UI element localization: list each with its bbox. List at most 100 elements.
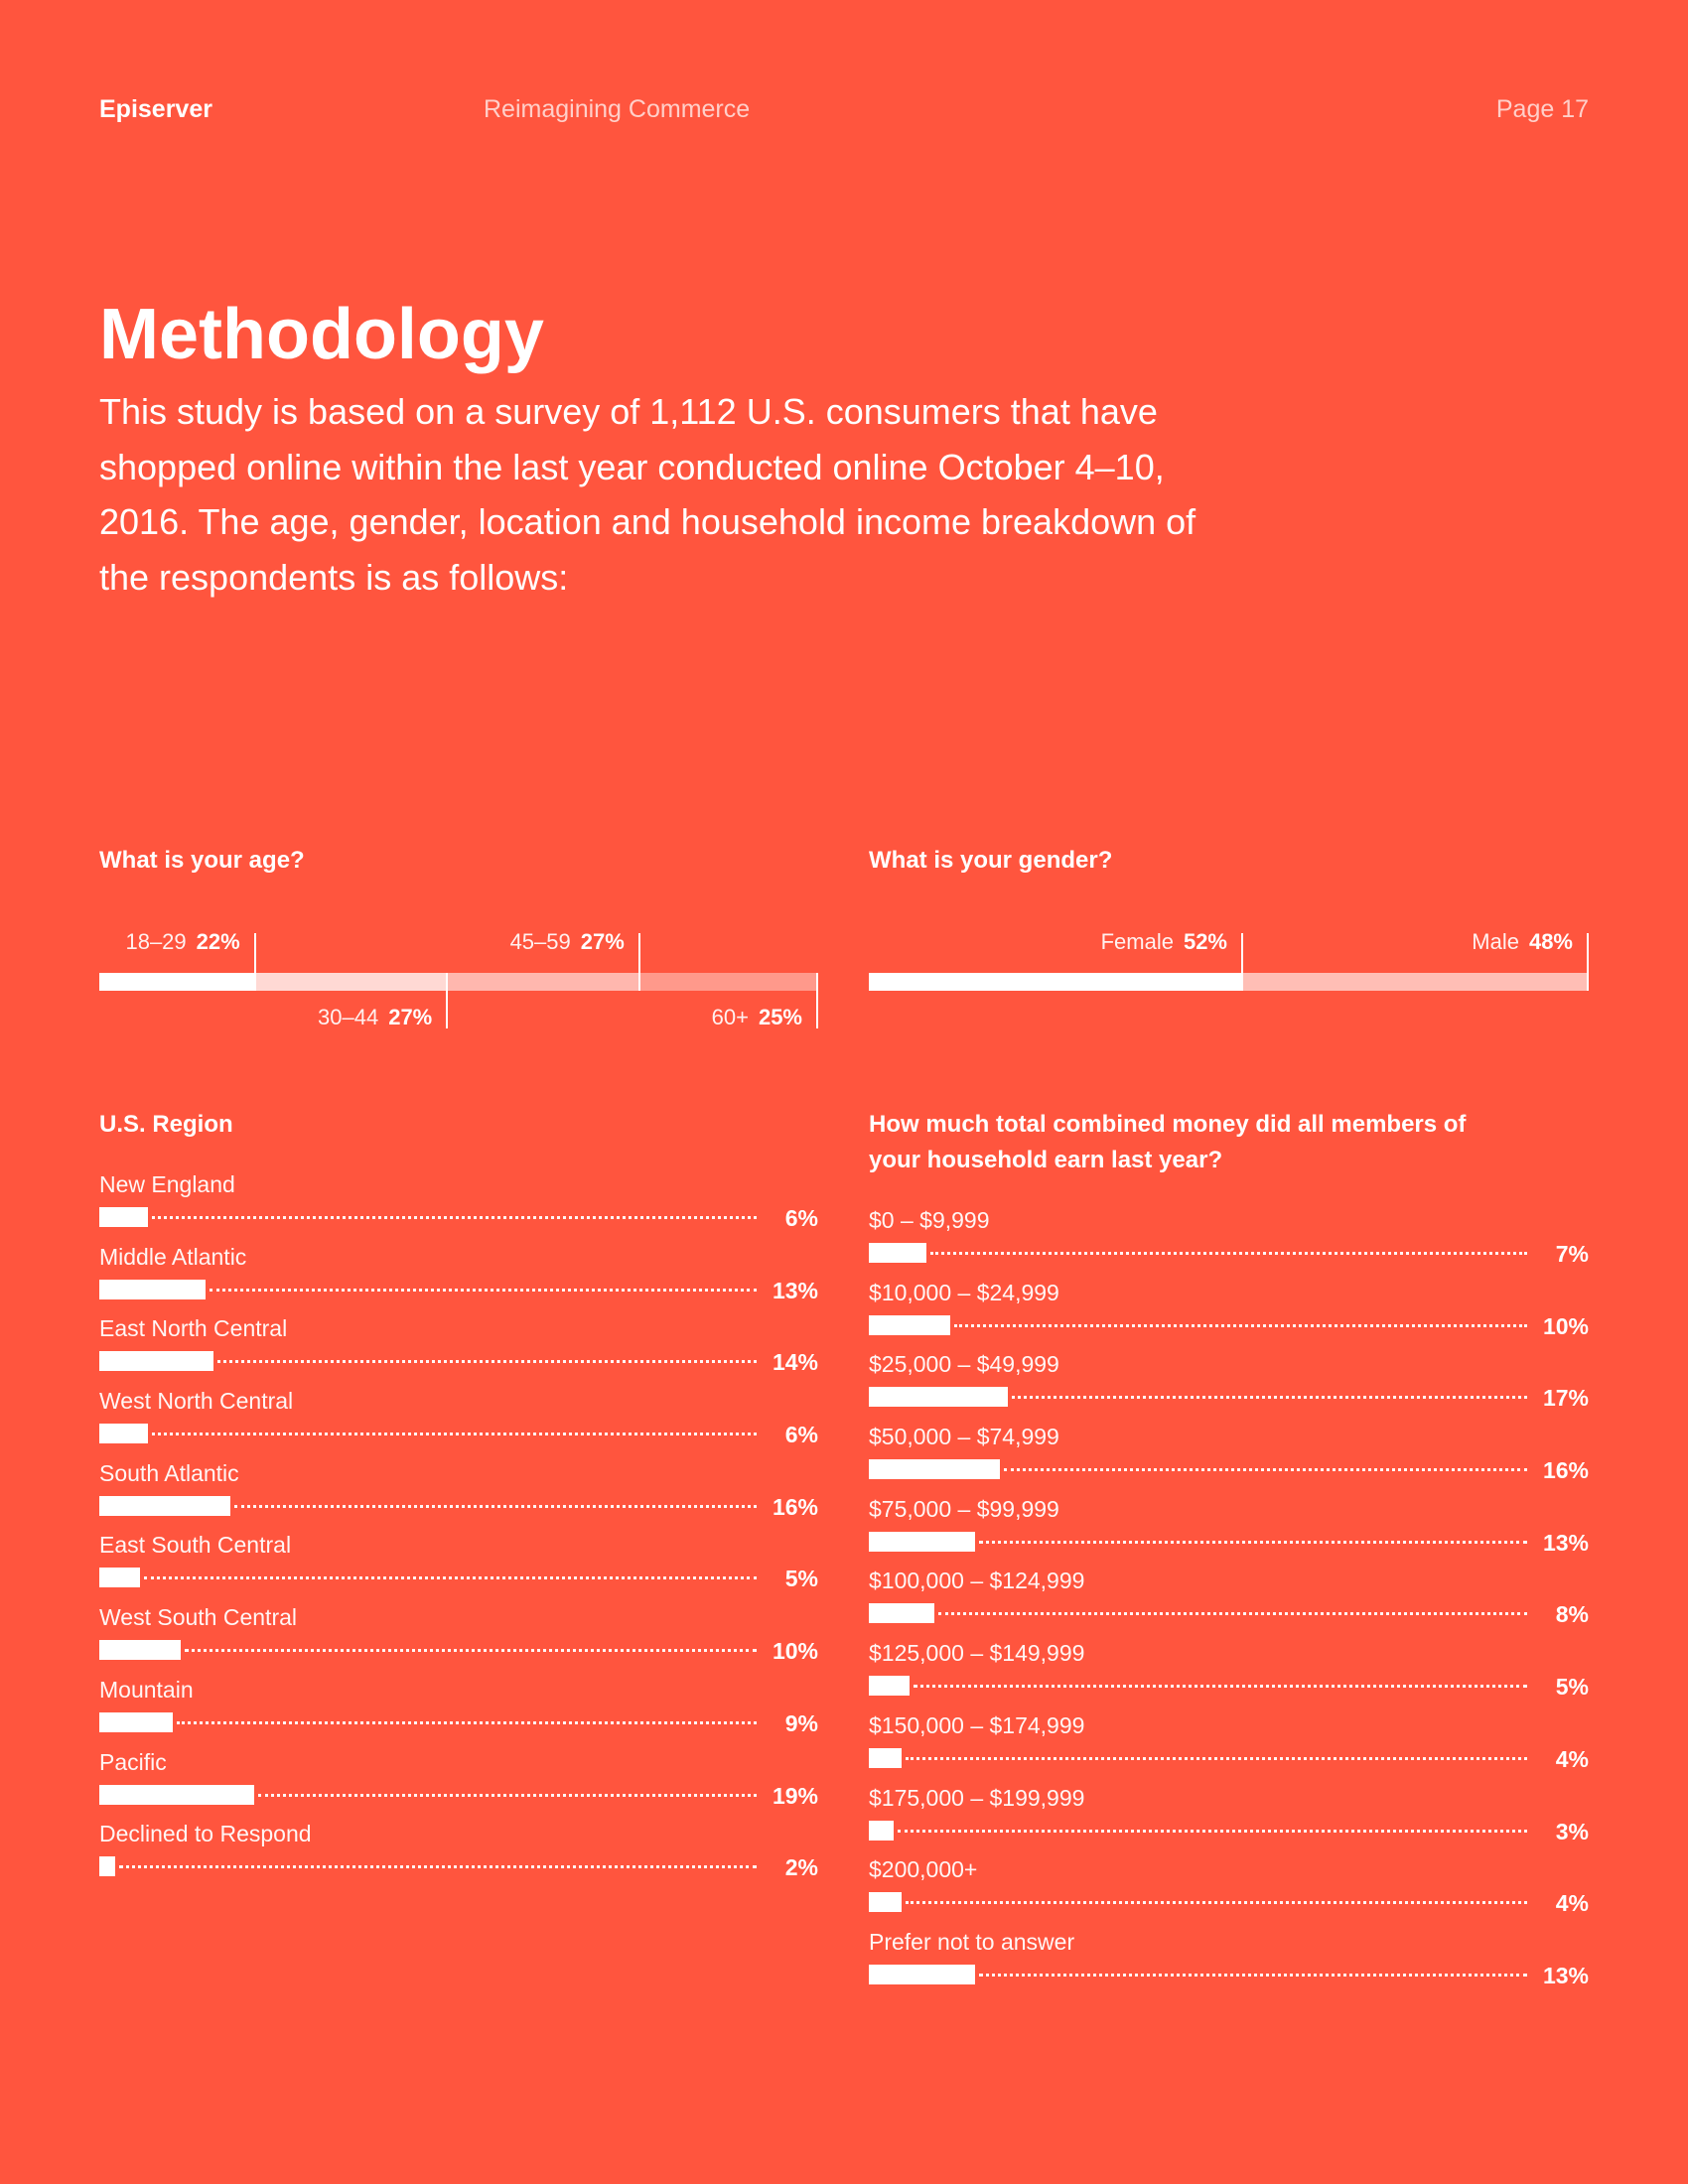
income-row: Prefer not to answer 13% — [869, 1927, 1589, 1999]
region-label: West South Central — [99, 1604, 298, 1631]
income-dotted-leader — [1003, 1468, 1527, 1472]
age-label: 30–44 27% — [318, 1005, 432, 1030]
region-track — [99, 1711, 757, 1732]
region-row: Mountain 9% — [99, 1675, 818, 1747]
income-bar — [869, 1820, 894, 1841]
page-title: Methodology — [99, 295, 544, 374]
income-bar — [869, 1531, 976, 1552]
region-track — [99, 1351, 757, 1372]
income-row: $50,000 – $74,999 16% — [869, 1422, 1589, 1494]
income-value: 8% — [1555, 1601, 1589, 1628]
region-dotted-leader — [217, 1360, 757, 1364]
income-track — [869, 1459, 1527, 1480]
gender-segment — [1243, 973, 1589, 991]
region-track — [99, 1784, 757, 1805]
age-segment — [255, 973, 449, 991]
age-percent: 22% — [196, 929, 240, 954]
region-row: Pacific 19% — [99, 1747, 818, 1820]
gender-tick — [1587, 933, 1589, 991]
region-track — [99, 1640, 757, 1661]
income-dotted-leader — [954, 1323, 1527, 1327]
region-value: 14% — [772, 1349, 818, 1376]
income-track — [869, 1964, 1527, 1984]
region-dotted-leader — [177, 1720, 757, 1724]
income-bar — [869, 1676, 911, 1697]
income-dotted-leader — [929, 1252, 1527, 1255]
income-bar — [869, 1892, 902, 1913]
region-row: West South Central 10% — [99, 1602, 818, 1675]
income-question: How much total combined money did all me… — [869, 1111, 1467, 1173]
gender-percent: 52% — [1183, 929, 1227, 954]
gender-label: Male 48% — [1472, 929, 1573, 955]
region-row: East North Central 14% — [99, 1313, 818, 1386]
age-category: 18–29 — [125, 929, 187, 954]
income-chart: $0 – $9,999 7% $10,000 – $24,999 10% $25,000… — [869, 1205, 1589, 1999]
age-category: 30–44 — [318, 1005, 379, 1029]
age-question: What is your age? — [99, 847, 305, 874]
region-value: 6% — [784, 1205, 818, 1231]
income-track — [869, 1820, 1527, 1841]
region-bar — [99, 1207, 149, 1227]
region-dotted-leader — [152, 1433, 757, 1436]
region-value: 2% — [784, 1854, 818, 1881]
region-value: 16% — [772, 1493, 818, 1520]
region-value: 19% — [772, 1782, 818, 1809]
income-label: $175,000 – $199,999 — [869, 1784, 1085, 1811]
region-label: West North Central — [99, 1388, 294, 1415]
gender-category: Male — [1472, 929, 1519, 954]
age-label: 45–59 27% — [510, 929, 625, 955]
income-row: $25,000 – $49,999 17% — [869, 1349, 1589, 1422]
region-bar — [99, 1784, 255, 1805]
income-dotted-leader — [905, 1901, 1527, 1905]
income-value: 5% — [1555, 1674, 1589, 1701]
region-value: 10% — [772, 1638, 818, 1665]
income-bar — [869, 1243, 926, 1263]
region-track — [99, 1568, 757, 1588]
income-dotted-leader — [979, 1540, 1527, 1544]
region-label: Pacific — [99, 1748, 167, 1775]
intro-paragraph: This study is based on a survey of 1,112… — [99, 391, 1196, 598]
region-track — [99, 1856, 757, 1877]
region-label: Middle Atlantic — [99, 1243, 247, 1270]
age-tick — [637, 933, 640, 991]
region-label: Declined to Respond — [99, 1821, 312, 1847]
income-value: 4% — [1555, 1890, 1589, 1917]
age-segment — [448, 973, 640, 991]
region-dotted-leader — [258, 1793, 757, 1797]
gender-question: What is your gender? — [869, 847, 1113, 874]
region-label: Mountain — [99, 1676, 194, 1703]
region-label: East North Central — [99, 1315, 288, 1342]
document-title: Reimagining Commerce — [484, 95, 751, 123]
income-label: $50,000 – $74,999 — [869, 1424, 1059, 1450]
region-row: New England 6% — [99, 1169, 818, 1242]
region-track — [99, 1495, 757, 1516]
income-row: $75,000 – $99,999 13% — [869, 1494, 1589, 1567]
age-segment — [99, 973, 256, 991]
income-value: 3% — [1555, 1818, 1589, 1844]
income-row: $175,000 – $199,999 3% — [869, 1783, 1589, 1855]
region-dotted-leader — [144, 1576, 757, 1580]
income-track — [869, 1603, 1527, 1624]
region-bar — [99, 1856, 116, 1877]
region-value: 13% — [772, 1277, 818, 1303]
income-dotted-leader — [897, 1829, 1527, 1833]
income-value: 17% — [1542, 1385, 1589, 1412]
income-label: $25,000 – $49,999 — [869, 1351, 1059, 1378]
income-track — [869, 1314, 1527, 1335]
income-label: $100,000 – $124,999 — [869, 1568, 1085, 1594]
age-category: 45–59 — [509, 929, 571, 954]
region-dotted-leader — [152, 1216, 757, 1219]
region-bar — [99, 1711, 174, 1732]
income-bar — [869, 1747, 902, 1768]
income-label: $150,000 – $174,999 — [869, 1711, 1085, 1738]
income-track — [869, 1676, 1527, 1697]
income-bar — [869, 1387, 1009, 1408]
gender-chart: Female 52% Male 48% — [869, 893, 1589, 1013]
gender-tick — [1241, 933, 1243, 991]
region-dotted-leader — [185, 1649, 757, 1653]
income-track — [869, 1892, 1527, 1913]
region-row: South Atlantic 16% — [99, 1458, 818, 1531]
region-row: East South Central 5% — [99, 1530, 818, 1602]
region-bar — [99, 1495, 230, 1516]
region-track — [99, 1279, 757, 1299]
